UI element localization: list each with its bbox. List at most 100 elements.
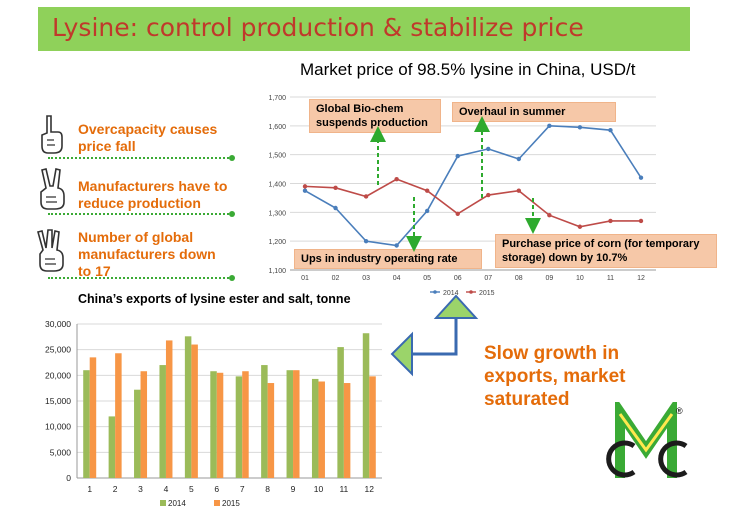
bar-2015 xyxy=(115,353,122,478)
y-tick-label: 10,000 xyxy=(45,422,71,432)
data-point-2014 xyxy=(302,188,308,193)
x-tick-label: 04 xyxy=(393,275,401,282)
bar-2014 xyxy=(311,378,319,478)
line-chart-title: Market price of 98.5% lysine in China, U… xyxy=(300,60,636,79)
x-tick-label: 3 xyxy=(138,484,143,494)
y-tick-label: 1,600 xyxy=(268,124,286,131)
bar-2015 xyxy=(343,383,351,478)
x-tick-label: 7 xyxy=(240,484,245,494)
bar-chart-title: China’s exports of lysine ester and salt… xyxy=(78,292,351,306)
x-tick-label: 4 xyxy=(164,484,169,494)
legend-label-2014: 2014 xyxy=(443,290,459,297)
series-line-2014 xyxy=(304,125,642,247)
dotted-divider xyxy=(48,157,232,159)
data-point-2014 xyxy=(455,153,460,159)
data-point-2015 xyxy=(333,185,338,191)
divider-dot xyxy=(229,155,235,161)
y-tick-label: 20,000 xyxy=(45,370,71,380)
x-tick-label: 10 xyxy=(314,484,324,494)
data-point-2014 xyxy=(608,127,613,133)
bullet-text: Manufacturers have to reduce production xyxy=(78,178,228,211)
divider-dot xyxy=(229,211,235,217)
legend-swatch-2014 xyxy=(160,500,166,506)
data-point-2015 xyxy=(424,188,430,193)
data-point-2015 xyxy=(455,211,460,216)
divider-dot xyxy=(229,275,235,281)
x-tick-label: 06 xyxy=(454,275,462,282)
bar-2014 xyxy=(235,376,243,478)
hand-two-fingers-icon xyxy=(40,168,65,210)
data-point-2015 xyxy=(608,218,613,224)
y-tick-label: 1,500 xyxy=(268,153,286,160)
conclusion-text: Slow growth in exports, market saturated xyxy=(484,343,626,410)
bar-2015 xyxy=(242,371,249,478)
company-logo: ® xyxy=(606,402,688,478)
bar-2015 xyxy=(318,381,325,478)
triangle-up-icon xyxy=(433,294,479,319)
bar-2015 xyxy=(191,344,198,478)
bar-2014 xyxy=(210,371,217,478)
bullet-text: Number of global manufacturers down to 1… xyxy=(78,229,216,279)
triangle-left-icon xyxy=(390,331,413,377)
dotted-divider xyxy=(48,277,232,279)
x-tick-label: 11 xyxy=(607,275,614,282)
x-tick-label: 2 xyxy=(113,484,118,494)
bar-2014 xyxy=(83,370,90,478)
bar-2014 xyxy=(261,365,268,478)
bar-2015 xyxy=(140,371,148,478)
data-point-2015 xyxy=(547,213,552,218)
legend-label-2014: 2014 xyxy=(168,499,186,508)
bar-2014 xyxy=(286,370,294,478)
bar-2015 xyxy=(369,376,376,478)
data-point-2015 xyxy=(577,224,583,229)
bullet-text: Overcapacity causes price fall xyxy=(78,121,218,154)
bar-2014 xyxy=(362,333,370,478)
bar-2014 xyxy=(134,389,141,478)
x-tick-label: 10 xyxy=(576,275,584,282)
x-tick-label: 12 xyxy=(637,275,645,282)
legend-marker-2015 xyxy=(469,290,473,294)
bar-2014 xyxy=(108,416,116,478)
legend-swatch-2015 xyxy=(214,500,220,506)
callout-corn: Purchase price of corn (for temporary st… xyxy=(495,234,717,268)
bar-2014 xyxy=(184,336,192,478)
line-chart: 1,100 1,200 1,300 1,400 1,500 1,600 1,700 01 02 0… xyxy=(268,95,656,297)
bar-2014 xyxy=(159,365,166,478)
data-point-2015 xyxy=(638,218,644,224)
bar-2015 xyxy=(293,370,300,478)
x-tick-label: 6 xyxy=(214,484,219,494)
bar-2014 xyxy=(337,347,344,478)
bar-2015 xyxy=(165,340,173,478)
x-tick-label: 07 xyxy=(484,275,492,282)
hand-one-finger-icon xyxy=(41,115,63,154)
data-point-2014 xyxy=(363,238,369,244)
data-point-2014 xyxy=(486,146,491,152)
legend-label-2015: 2015 xyxy=(479,290,495,297)
y-tick-label: 1,700 xyxy=(268,95,286,102)
hand-three-fingers-icon xyxy=(37,229,64,272)
x-tick-label: 01 xyxy=(301,275,309,282)
annotation-arrows xyxy=(370,116,541,252)
data-point-2015 xyxy=(302,184,308,189)
data-point-2014 xyxy=(577,125,583,130)
x-tick-label: 03 xyxy=(362,275,370,282)
data-point-2015 xyxy=(394,176,399,182)
x-tick-label: 09 xyxy=(545,275,553,282)
y-tick-label: 30,000 xyxy=(45,319,71,329)
legend-marker-2014 xyxy=(433,290,437,294)
x-tick-label: 08 xyxy=(515,275,523,282)
x-tick-label: 9 xyxy=(291,484,296,494)
data-point-2015 xyxy=(516,188,522,193)
title-banner: Lysine: control production & stabilize p… xyxy=(38,7,690,51)
y-tick-label: 15,000 xyxy=(45,396,71,406)
x-tick-label: 12 xyxy=(365,484,375,494)
callout-overhaul: Overhaul in summer xyxy=(452,102,616,122)
bar-2015 xyxy=(216,372,224,478)
y-tick-label: 0 xyxy=(66,473,71,483)
dotted-divider xyxy=(48,213,232,215)
data-point-2014 xyxy=(516,156,522,162)
data-point-2014 xyxy=(424,208,430,214)
y-tick-label: 1,300 xyxy=(268,210,286,217)
